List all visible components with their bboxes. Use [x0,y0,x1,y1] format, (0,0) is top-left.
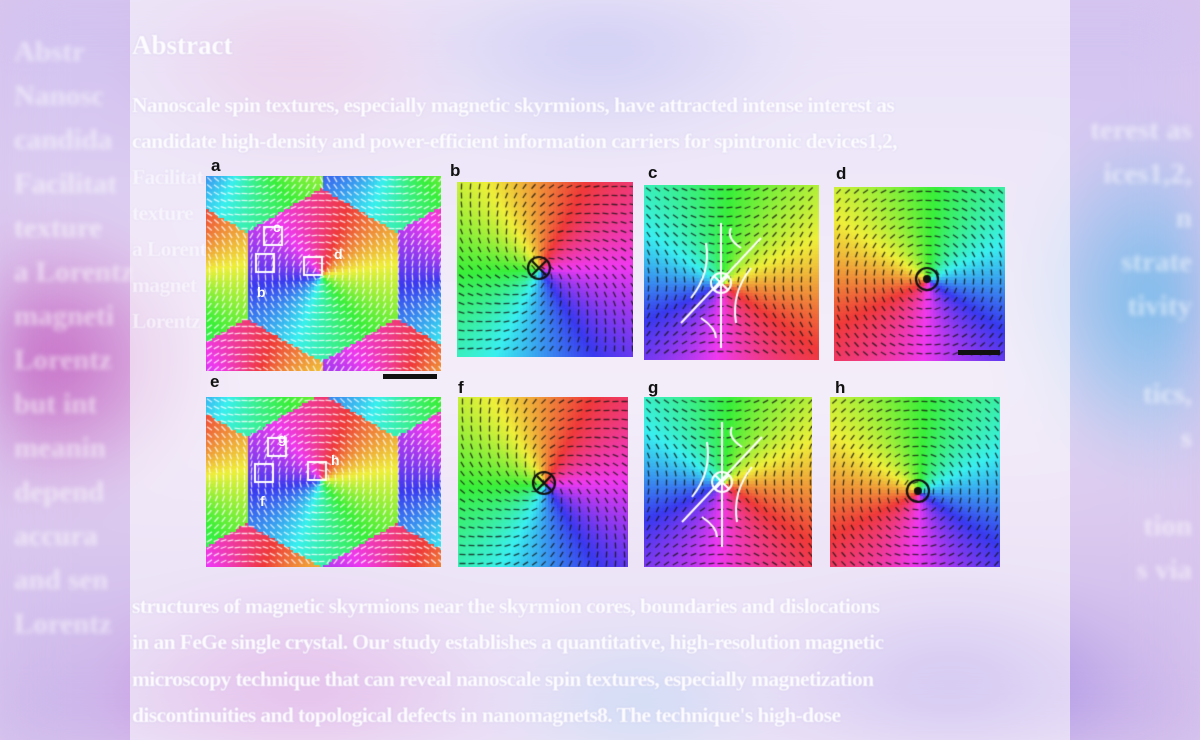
abstract-line: Nanoscale spin textures, especially magn… [132,93,895,117]
abstract-line: in an FeGe single crystal. Our study est… [132,630,884,654]
ghost-line: meanin [14,432,106,464]
abstract-title: Abstract [132,30,233,60]
panel-label-a: a [211,156,221,175]
panel-label-b: b [450,161,461,180]
panel-b-image [457,182,633,357]
ghost-line: s [1180,422,1192,454]
ghost-line: tion [1143,510,1192,542]
scale-bar [383,374,437,379]
ghost-line: Lorentz [14,344,112,376]
abstract-line: structures of magnetic skyrmions near th… [132,594,880,618]
ghost-line: a Lorentz [14,256,134,288]
inset-label-h: h [331,452,340,468]
ghost-line: accura [14,520,98,552]
ghost-line: tics, [1142,378,1192,410]
abstract-line-partial: texture [132,201,194,225]
inset-label-f: f [260,493,265,509]
ghost-line: s via [1136,554,1192,586]
abstract-line: microscopy technique that can reveal nan… [132,667,874,691]
ghost-line: depend [14,476,105,508]
inset-label-d: d [334,246,343,262]
ghost-text-right: terest as ices1,2, n strate tivity tics, s ti… [1090,108,1192,592]
abstract-line-partial: Facilitat [132,165,204,189]
panel-label-h: h [835,378,846,397]
ghost-line: texture [14,212,103,244]
panel-g-image [644,397,812,567]
ghost-line: terest as [1090,114,1192,146]
inset-label-c: c [273,219,281,235]
abstract-line: discontinuities and topological defects … [132,703,841,727]
abstract-line-partial: Lorentz [132,309,201,333]
abstract-line-partial: a Lorent [132,237,207,261]
panel-label-d: d [836,164,847,183]
panel-f-image [458,397,628,567]
panel-c-image [644,185,819,360]
ghost-line [1090,328,1192,372]
ghost-line: Nanosc [14,80,105,112]
panel-e-lattice-image [206,397,441,567]
abstract-line: candidate high-density and power-efficie… [132,129,898,153]
panel-h-image [830,397,1000,567]
panel-a-lattice-image [206,176,441,371]
ghost-line: and sen [14,564,109,596]
ghost-line [1090,460,1192,504]
ghost-line: Facilitat [14,168,118,200]
ghost-line: Lorentz [14,608,112,640]
ghost-line: ices1,2, [1103,158,1192,190]
abstract-line-partial: magnet [132,273,197,297]
inset-label-b: b [257,284,266,300]
ghost-line: n [1175,202,1192,234]
inset-label-g: g [278,430,287,446]
panel-label-f: f [458,378,464,397]
ghost-text-left: Abstr Nanosc candida Facilitat texture a Lore… [14,30,133,646]
panel-label-e: e [210,372,220,391]
ghost-line: strate [1121,246,1192,278]
panel-d-image [834,187,1005,361]
ghost-line: magneti [14,300,114,332]
scale-bar [958,350,1000,355]
ghost-line: Abstr [14,36,85,68]
panel-label-c: c [648,163,658,182]
ghost-line: candida [14,124,113,156]
panel-label-g: g [648,378,659,397]
ghost-line: but int [14,388,98,420]
ghost-line: tivity [1127,290,1192,322]
